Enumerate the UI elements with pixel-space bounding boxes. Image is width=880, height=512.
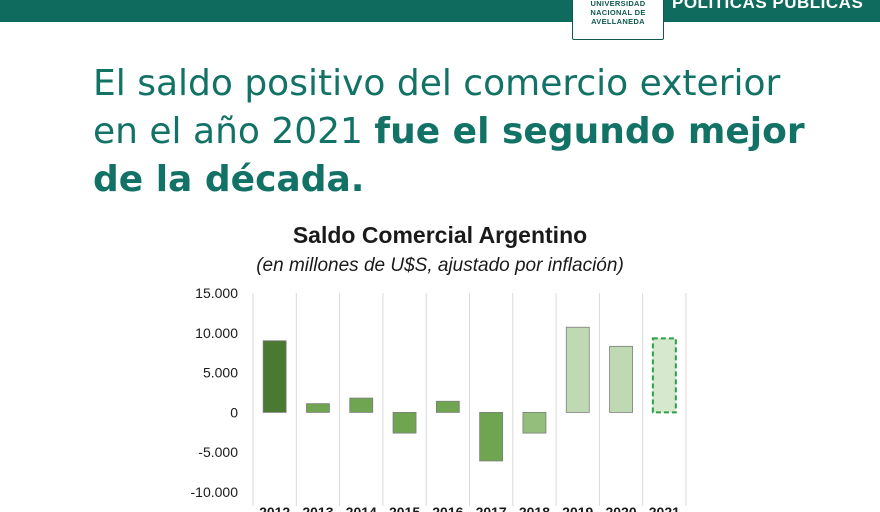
x-tick-label: 2015: [389, 504, 420, 512]
bar-2019: [565, 326, 590, 413]
x-tick-label: 2019: [562, 504, 593, 512]
headline: El saldo positivo del comercio exterior …: [93, 60, 833, 204]
x-tick-label: 2012: [259, 504, 290, 512]
bar-2021: [651, 337, 677, 414]
headline-bold: fue el segundo mejor de la década.: [93, 111, 805, 200]
x-tick-label: 2018: [519, 504, 550, 512]
bar-2016: [435, 400, 460, 413]
y-tick-label: 0: [230, 404, 238, 420]
y-tick-label: -5.000: [198, 444, 238, 460]
bar-2015: [392, 411, 417, 434]
headline-regular: El saldo positivo del comercio exterior …: [93, 63, 781, 152]
bar-2014: [349, 397, 374, 413]
x-tick-label: 2017: [476, 504, 507, 512]
x-tick-label: 2021: [649, 504, 680, 512]
bar-2012: [262, 340, 287, 413]
y-tick-label: 15.000: [195, 285, 238, 301]
bar-2018: [522, 411, 547, 434]
chart-subtitle: (en millones de U$S, ajustado por inflac…: [256, 255, 624, 276]
logo-line-2: NACIONAL DE: [590, 8, 646, 17]
section-label: POLÍTICAS PÚBLICAS: [672, 0, 864, 12]
bar-2017: [479, 411, 504, 462]
y-tick-label: 10.000: [195, 325, 238, 341]
x-tick-label: 2016: [432, 504, 463, 512]
bar-2020: [609, 345, 633, 413]
x-tick-label: 2014: [346, 504, 377, 512]
x-tick-label: 2020: [605, 504, 636, 512]
logo-line-3: AVELLANEDA: [591, 17, 645, 26]
bar-2013: [306, 403, 330, 413]
y-tick-label: -10.000: [191, 484, 239, 500]
x-tick-label: 2013: [302, 504, 333, 512]
y-tick-label: 5.000: [203, 365, 238, 381]
university-logo: UNIVERSIDAD NACIONAL DE AVELLANEDA: [572, 0, 664, 40]
chart-title: Saldo Comercial Argentino: [292, 222, 588, 248]
logo-line-1: UNIVERSIDAD: [590, 0, 646, 8]
